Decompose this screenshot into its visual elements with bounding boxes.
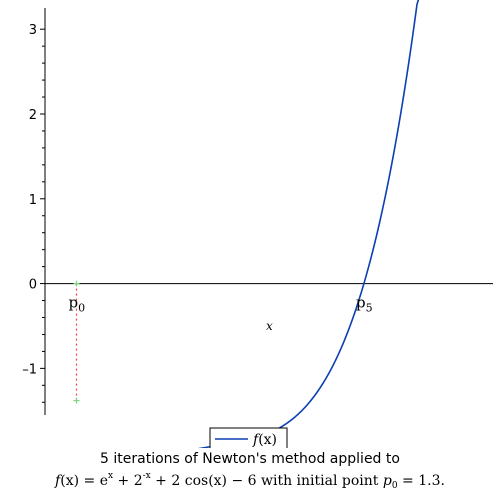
legend-box — [209, 427, 288, 448]
point-label-p5: p5 — [356, 294, 373, 315]
caption-cos-arg: (x) — [208, 473, 228, 489]
series-line-f — [197, 0, 420, 448]
legend-fn: f — [252, 432, 261, 448]
chart-caption: 5 iterations of Newton's method applied … — [0, 448, 500, 492]
caption-p: p — [382, 473, 392, 489]
newton-method-plot: 3 2 1 0 –1 p0 p5 x f(x) — [22, 0, 493, 448]
legend-entry: f(x) — [252, 432, 277, 448]
y-tick-label: 1 — [29, 193, 37, 208]
caption-sup1: x — [107, 471, 114, 481]
caption-f: f — [55, 473, 61, 489]
iteration-markers — [73, 280, 80, 404]
caption-plus2: + 2 — [113, 473, 143, 489]
y-tick-label: 3 — [29, 23, 37, 38]
legend: f(x) — [209, 427, 288, 448]
iteration-marker — [73, 280, 80, 287]
caption-minus: − 6 with initial point — [227, 473, 383, 489]
x-axis-label: x — [266, 319, 273, 333]
caption-sup2: -x — [142, 471, 151, 481]
caption-pval: = 1.3. — [397, 473, 445, 489]
caption-cos: + 2 cos — [150, 473, 209, 489]
point-labels: p0 p5 — [68, 294, 372, 315]
iteration-marker — [73, 397, 80, 404]
caption-eq: = e — [79, 473, 108, 489]
caption-xarg: (x) — [60, 473, 80, 489]
y-tick-label: –1 — [22, 362, 37, 377]
y-axis: 3 2 1 0 –1 — [22, 8, 46, 415]
point-label-p0: p0 — [68, 294, 85, 315]
y-tick-label: 2 — [29, 108, 37, 123]
legend-arg: (x) — [258, 432, 277, 448]
y-tick-label: 0 — [29, 278, 37, 293]
caption-line-1: 5 iterations of Newton's method applied … — [100, 451, 400, 467]
caption-psub: 0 — [391, 481, 398, 491]
caption-line-2: f(x) = ex + 2-x + 2 cos(x) − 6 with init… — [0, 470, 500, 492]
